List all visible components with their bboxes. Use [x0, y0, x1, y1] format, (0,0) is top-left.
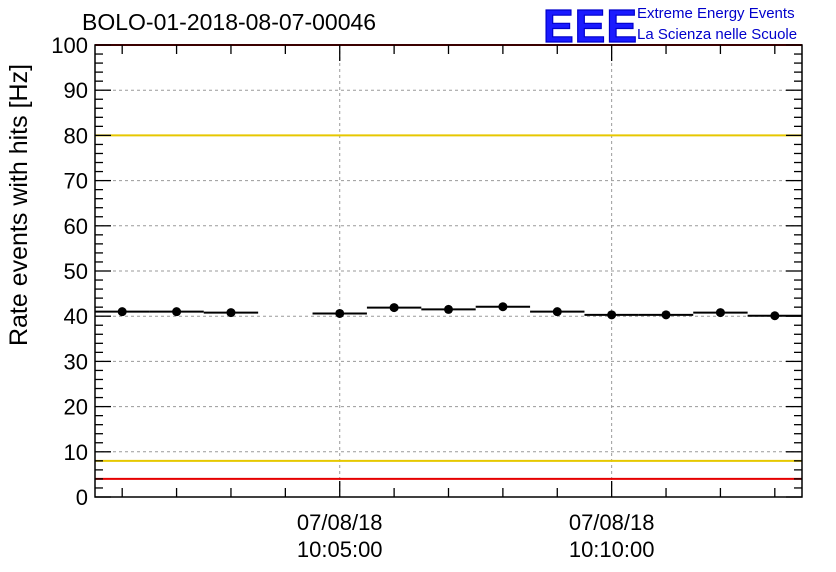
axes: 010203040506070809010007/08/1810:05:0007…	[51, 33, 803, 562]
x-tick-date-label: 07/08/18	[297, 510, 383, 535]
data-point	[770, 311, 780, 321]
data-point	[172, 307, 182, 317]
logo-letters: EEE	[543, 0, 638, 52]
reference-lines	[95, 44, 802, 480]
data-point	[117, 307, 127, 317]
data-point	[226, 308, 236, 318]
y-tick-label: 30	[64, 349, 88, 374]
y-tick-label: 70	[64, 169, 88, 194]
y-tick-label: 40	[64, 304, 88, 329]
data-series	[95, 302, 802, 321]
logo-line-1: Extreme Energy Events	[637, 5, 795, 22]
y-tick-label: 0	[76, 485, 88, 510]
logo-line-2: La Scienza nelle Scuole	[637, 26, 797, 43]
y-tick-label: 50	[64, 259, 88, 284]
y-tick-label: 20	[64, 395, 88, 420]
data-point	[389, 303, 399, 313]
data-point	[607, 310, 617, 320]
chart-title: BOLO-01-2018-08-07-00046	[82, 9, 376, 35]
x-tick-time-label: 10:05:00	[297, 537, 383, 562]
x-tick-time-label: 10:10:00	[569, 537, 655, 562]
y-tick-label: 60	[64, 214, 88, 239]
data-point	[335, 308, 345, 318]
data-point	[552, 307, 562, 317]
y-tick-label: 100	[51, 33, 88, 58]
y-tick-label: 80	[64, 123, 88, 148]
data-point	[444, 304, 453, 314]
data-point	[498, 302, 508, 312]
data-point	[661, 310, 671, 320]
eee-logo: EEE Extreme Energy Events La Scienza nel…	[542, 0, 797, 53]
grid	[95, 45, 802, 497]
x-tick-date-label: 07/08/18	[569, 510, 655, 535]
y-axis-title: Rate events with hits [Hz]	[5, 64, 33, 346]
data-point	[715, 308, 725, 318]
y-tick-label: 10	[64, 440, 88, 465]
y-tick-label: 90	[64, 78, 88, 103]
